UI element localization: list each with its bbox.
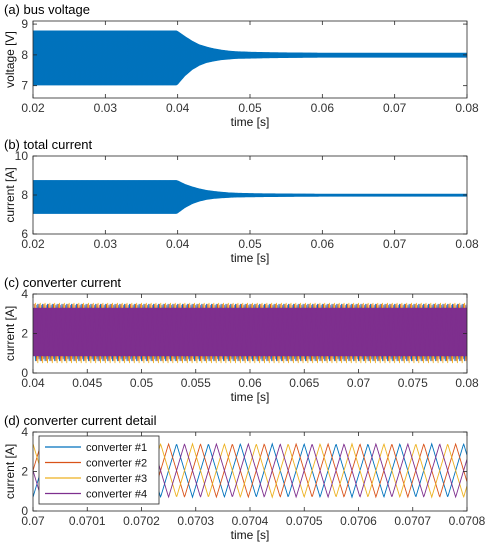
x-tick-label: 0.08 [455, 101, 479, 115]
legend: converter #1 converter #2 converter #3 conv… [38, 435, 160, 505]
chart-title: (b) total current [4, 137, 93, 152]
series-group [33, 302, 467, 364]
x-tick-label: 0.0707 [394, 514, 431, 528]
x-tick-label: 0.06 [311, 237, 335, 251]
x-tick-label: 0.05 [130, 376, 154, 390]
x-tick-label: 0.0708 [449, 514, 486, 528]
y-axis-label: current [A] [3, 444, 17, 499]
y-axis-label: voltage [V] [3, 31, 17, 88]
y-axis-label: current [A] [3, 167, 17, 222]
x-tick-label: 0.0706 [340, 514, 377, 528]
x-tick-label: 0.04 [166, 237, 190, 251]
x-tick-label: 0.0703 [177, 514, 214, 528]
x-tick-label: 0.0704 [232, 514, 269, 528]
x-axis-label: time [s] [231, 390, 270, 404]
legend-label-3: converter #3 [86, 473, 147, 485]
x-tick-label: 0.0701 [69, 514, 106, 528]
x-tick-label: 0.07 [383, 237, 407, 251]
x-axis-label: time [s] [231, 251, 270, 265]
x-tick-label: 0.02 [21, 237, 45, 251]
series-line-1 [33, 303, 467, 362]
chart-panel-2: 0.02 0.03 0.04 0.05 0.06 0.07 0.08 6 8 10(b) tota… [3, 137, 479, 265]
legend-label-4: converter #4 [86, 489, 147, 501]
series-ripple-1 [33, 30, 467, 86]
series-line-2 [33, 303, 467, 362]
y-tick-label: 7 [21, 79, 28, 93]
x-tick-label: 0.05 [238, 101, 262, 115]
y-tick-label: 8 [21, 48, 28, 62]
x-tick-label: 0.0702 [123, 514, 160, 528]
x-tick-label: 0.05 [238, 237, 262, 251]
y-tick-label: 4 [21, 287, 28, 301]
chart-title: (a) bus voltage [4, 2, 90, 17]
x-tick-label: 0.08 [455, 376, 479, 390]
x-tick-label: 0.03 [94, 101, 118, 115]
x-tick-label: 0.0705 [286, 514, 323, 528]
y-tick-label: 0 [21, 504, 28, 518]
x-tick-label: 0.065 [289, 376, 319, 390]
x-tick-label: 0.02 [21, 101, 45, 115]
x-axis-label: time [s] [231, 115, 270, 129]
y-tick-label: 10 [15, 149, 29, 163]
y-tick-label: 8 [21, 188, 28, 202]
y-tick-label: 2 [21, 327, 28, 341]
x-tick-label: 0.03 [94, 237, 118, 251]
y-tick-label: 6 [21, 227, 28, 241]
x-tick-label: 0.07 [347, 376, 371, 390]
x-tick-label: 0.07 [21, 514, 45, 528]
x-tick-label: 0.045 [72, 376, 102, 390]
y-tick-label: 4 [21, 425, 28, 439]
chart-panel-3: 0.04 0.045 0.05 0.055 0.06 0.065 0.07 0.075 0.08… [3, 275, 479, 404]
chart-title: (c) converter current [4, 275, 121, 290]
x-tick-label: 0.055 [181, 376, 211, 390]
y-axis-label: current [A] [3, 306, 17, 361]
x-axis-label: time [s] [231, 528, 270, 542]
x-tick-label: 0.08 [455, 237, 479, 251]
x-tick-label: 0.06 [238, 376, 262, 390]
series-line-3 [35, 302, 467, 364]
chart-panel-1: 0.02 0.03 0.04 0.05 0.06 0.07 0.08 7 8 9(a) bus v… [3, 2, 479, 129]
series-group [33, 30, 467, 86]
series-ripple-1 [33, 180, 467, 214]
legend-label-2: converter #2 [86, 458, 147, 470]
x-tick-label: 0.06 [311, 101, 335, 115]
x-tick-label: 0.075 [398, 376, 428, 390]
x-tick-label: 0.07 [383, 101, 407, 115]
y-tick-label: 0 [21, 366, 28, 380]
x-tick-label: 0.04 [166, 101, 190, 115]
chart-title: (d) converter current detail [4, 413, 157, 428]
series-line-4 [36, 304, 467, 360]
y-tick-label: 9 [21, 17, 28, 31]
legend-label-1: converter #1 [86, 442, 147, 454]
chart-panel-4: 0.07 0.0701 0.0702 0.0703 0.0704 0.0705 0.0706… [3, 413, 486, 542]
series-group [33, 180, 467, 214]
x-tick-label: 0.04 [21, 376, 45, 390]
y-tick-label: 2 [21, 465, 28, 479]
